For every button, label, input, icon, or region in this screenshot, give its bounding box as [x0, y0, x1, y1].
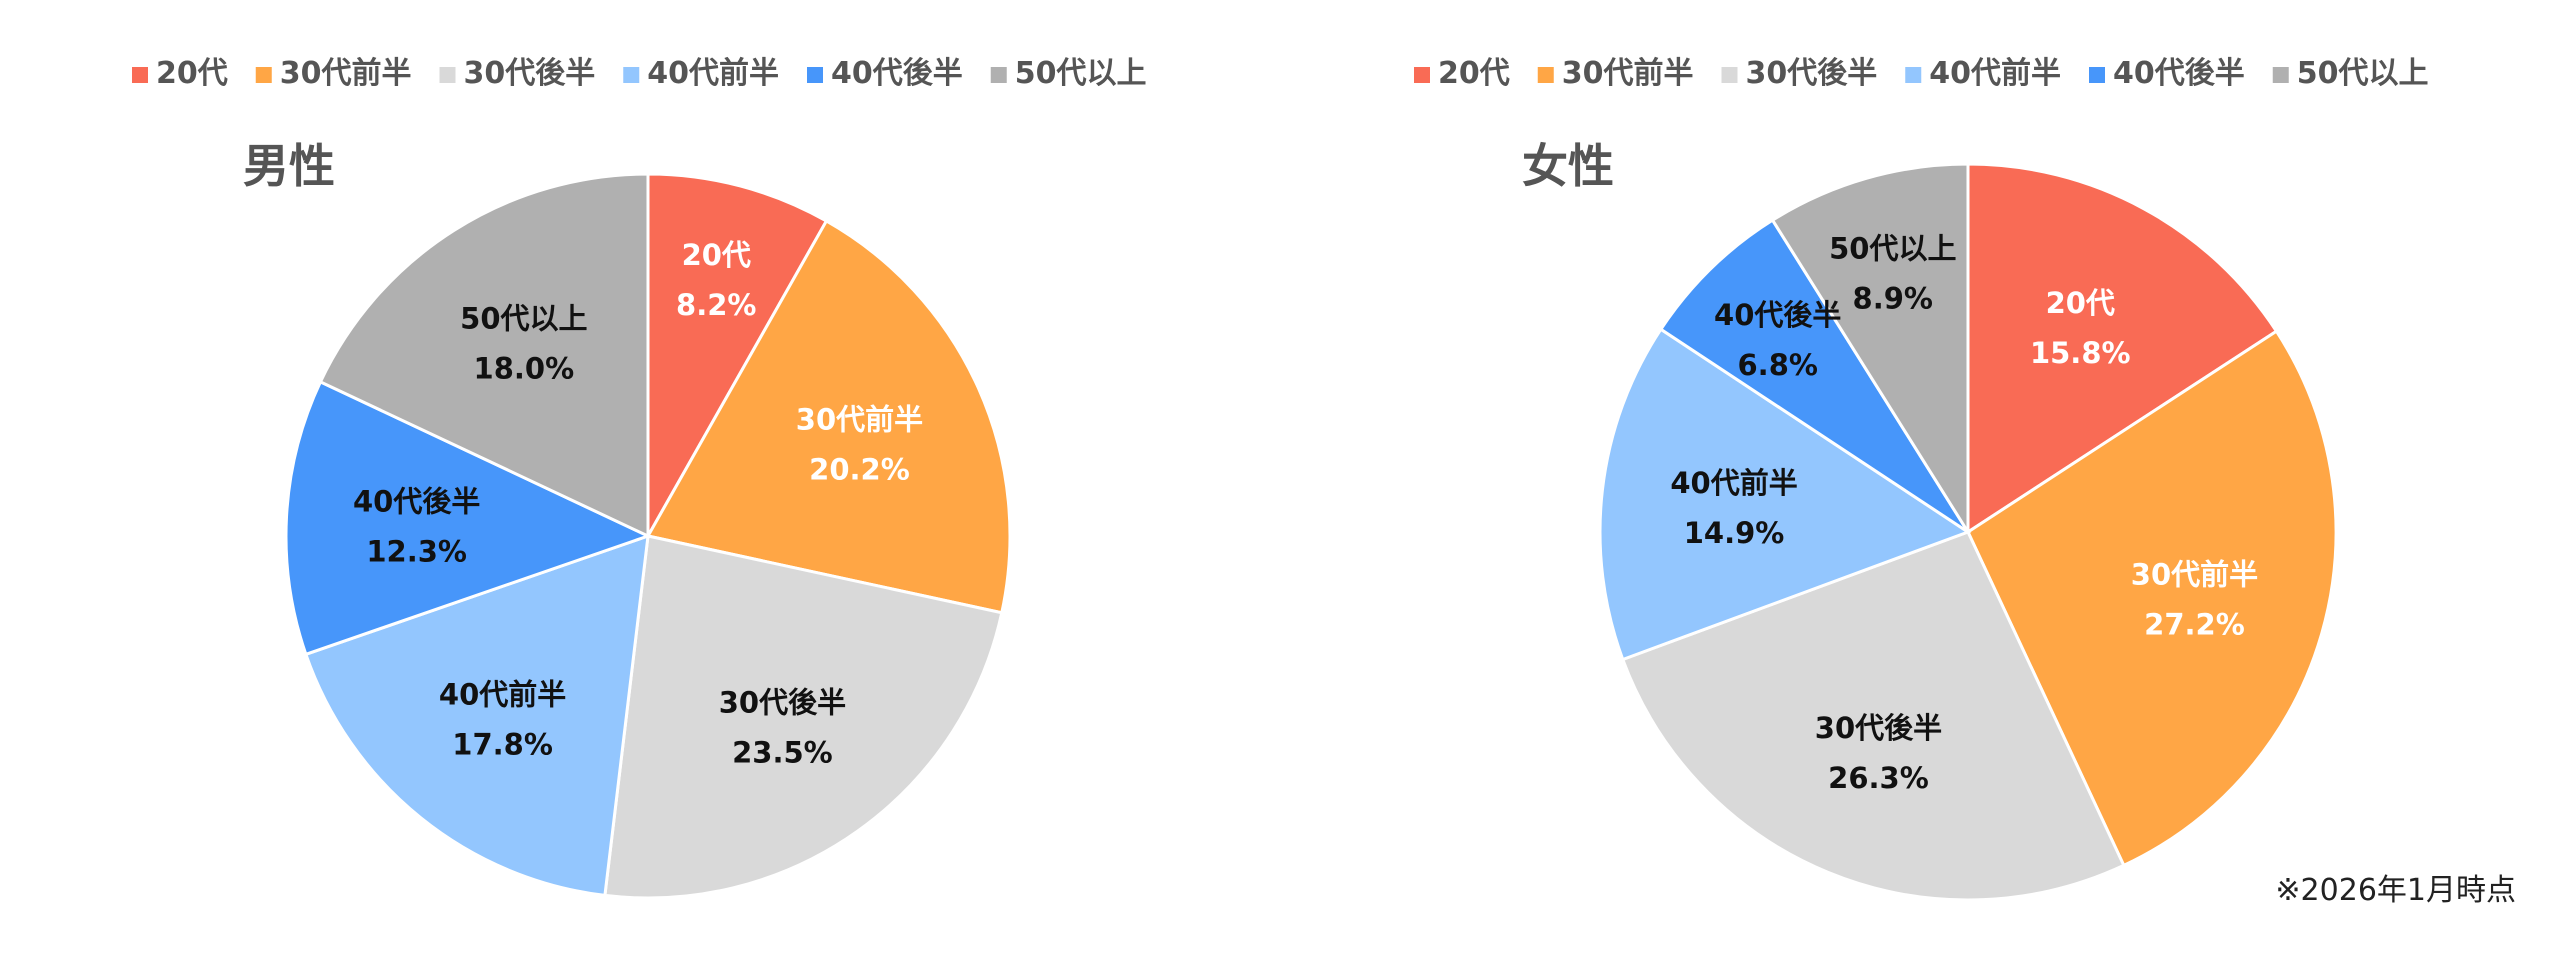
- pie-slice: [646, 172, 829, 542]
- data-label-category: 40代前半: [439, 677, 566, 711]
- data-label-value: 18.0%: [474, 351, 575, 385]
- legend-label: 30代後半: [1746, 56, 1878, 91]
- legend-swatch: [990, 67, 1007, 83]
- legend-label: 40代前半: [647, 56, 779, 91]
- chart-title: 男性: [243, 139, 335, 193]
- pie-slice: [603, 534, 1004, 900]
- pie-slice: [1966, 162, 2279, 535]
- legend-label: 30代前半: [1562, 56, 1694, 91]
- legend-swatch: [439, 67, 456, 83]
- data-label-value: 14.9%: [1684, 516, 1785, 550]
- legend-label: 30代前半: [280, 56, 412, 91]
- pie-slice: [1598, 327, 1972, 662]
- legend-label: 40代後半: [2113, 56, 2245, 91]
- data-label-value: 17.8%: [452, 727, 553, 761]
- legend-swatch: [1721, 67, 1738, 83]
- pie-chart-2: 20代 30代前半 30代後半 40代前半 40代後半 50代以上女性20代15.8%30…: [1414, 56, 2429, 902]
- legend-label: 30代後半: [464, 56, 596, 91]
- pie-slice: [1770, 162, 1970, 538]
- data-label-value: 20.2%: [809, 452, 910, 486]
- data-label-category: 30代後半: [1815, 711, 1942, 745]
- data-label-value: 15.8%: [2030, 336, 2131, 370]
- legend-swatch: [623, 67, 640, 83]
- footnote: ※2026年1月時点: [2275, 873, 2516, 908]
- pie-slice: [1620, 530, 2126, 902]
- data-label-category: 20代: [2046, 286, 2115, 320]
- legend-swatch: [2089, 67, 2105, 83]
- legend-swatch: [1905, 67, 1922, 83]
- data-label-value: 27.2%: [2144, 608, 2245, 642]
- data-label-category: 20代: [682, 238, 751, 272]
- legend-swatch: [807, 67, 823, 83]
- chart-title: 女性: [1522, 139, 1614, 193]
- legend-swatch: [2272, 67, 2289, 83]
- legend-label: 50代以上: [2297, 56, 2429, 91]
- legend-swatch: [132, 67, 148, 83]
- legend-label: 20代: [156, 56, 228, 91]
- data-label-category: 40代前半: [1670, 466, 1797, 500]
- pie-chart-1: 20代 30代前半 30代後半 40代前半 40代後半 50代以上男性20代8.2%30代…: [132, 56, 1147, 900]
- legend-label: 50代以上: [1015, 56, 1147, 91]
- data-label-value: 26.3%: [1828, 761, 1929, 795]
- data-label-category: 30代前半: [796, 402, 923, 436]
- data-label-value: 8.2%: [676, 288, 756, 322]
- data-label-category: 50代以上: [460, 301, 587, 335]
- data-label-value: 8.9%: [1853, 281, 1933, 315]
- legend-swatch: [1414, 67, 1430, 83]
- data-label-value: 6.8%: [1738, 348, 1818, 382]
- legend-label: 40代前半: [1929, 56, 2061, 91]
- legend-label: 40代後半: [831, 56, 963, 91]
- pie-slice: [1966, 329, 2338, 868]
- data-label-category: 40代後半: [1714, 298, 1841, 332]
- pie-slice: [318, 172, 650, 539]
- pie-slice: [284, 379, 652, 657]
- legend-swatch: [1537, 67, 1554, 83]
- data-label-value: 12.3%: [366, 535, 467, 569]
- data-label-category: 50代以上: [1829, 231, 1956, 265]
- data-label-category: 30代前半: [2131, 558, 2258, 592]
- legend-swatch: [255, 67, 272, 83]
- data-label-category: 40代後半: [353, 485, 480, 519]
- data-label-value: 23.5%: [732, 736, 833, 770]
- pie-slice: [645, 218, 1012, 615]
- data-label-category: 30代後半: [719, 686, 846, 720]
- pie-slice: [1658, 218, 1970, 534]
- legend-label: 20代: [1438, 56, 1510, 91]
